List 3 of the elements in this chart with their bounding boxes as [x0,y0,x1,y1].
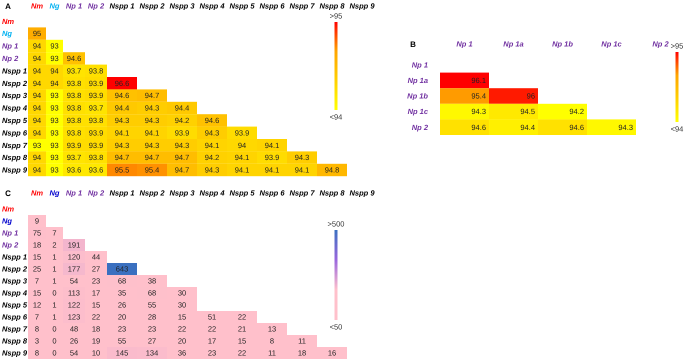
chart-title: A [5,2,12,11]
chart-title: C [5,188,12,198]
chart-title: B [410,40,416,49]
